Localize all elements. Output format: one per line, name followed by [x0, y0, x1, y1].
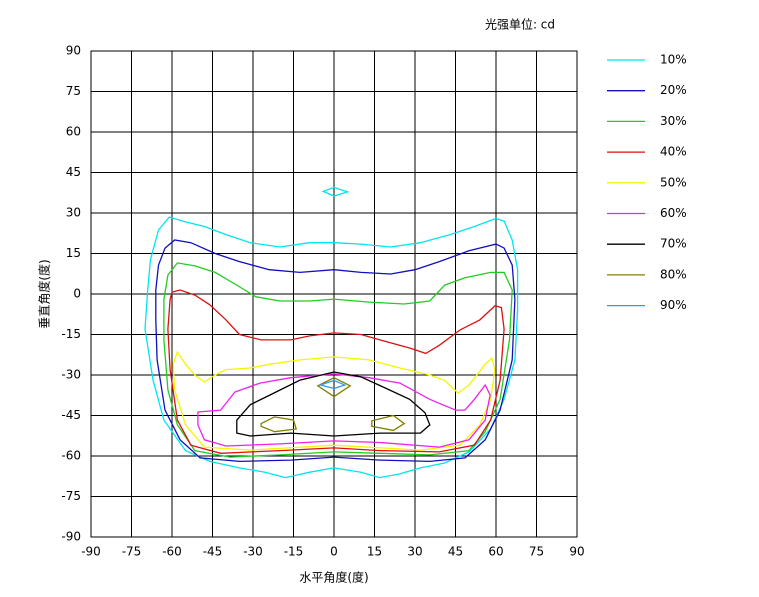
y-tick-label: 45: [66, 165, 81, 179]
x-tick-label: -60: [162, 545, 182, 559]
y-tick-label: 30: [66, 206, 81, 220]
y-tick-label: 15: [66, 246, 81, 260]
chart-title: 光强单位: cd: [485, 17, 555, 32]
contour-line: [197, 373, 491, 448]
plot-frame: [90, 50, 578, 538]
legend-label: 80%: [660, 267, 687, 281]
x-tick-label: 30: [407, 545, 422, 559]
x-tick-label: 15: [367, 545, 382, 559]
x-tick-label: -75: [122, 545, 142, 559]
legend-label: 10%: [660, 53, 687, 67]
x-tick-label: 60: [488, 545, 503, 559]
legend-label: 60%: [660, 206, 687, 220]
x-tick-label: 75: [529, 545, 544, 559]
legend-label: 90%: [660, 298, 687, 312]
x-tick-label: -45: [203, 545, 223, 559]
x-tick-label: 90: [569, 545, 584, 559]
y-tick-label: -75: [61, 489, 81, 503]
y-tick-label: 60: [66, 125, 81, 139]
y-tick-label: 90: [66, 44, 81, 58]
legend-label: 20%: [660, 83, 687, 97]
x-tick-label: -30: [243, 545, 263, 559]
contour-line: [172, 350, 496, 451]
x-tick-label: -90: [81, 545, 101, 559]
x-axis-label: 水平角度(度): [299, 570, 368, 585]
contour-line: [163, 262, 513, 458]
contour-line: [155, 239, 516, 463]
y-tick-label: 0: [73, 287, 81, 301]
contour-line: [236, 371, 431, 437]
y-tick-label: 75: [66, 84, 81, 98]
x-tick-label: -15: [284, 545, 304, 559]
contour-line: [260, 376, 406, 433]
y-tick-label: -15: [61, 327, 81, 341]
x-tick-label: 45: [448, 545, 463, 559]
legend-label: 30%: [660, 114, 687, 128]
legend-label: 70%: [660, 237, 687, 251]
y-tick-label: -30: [61, 368, 81, 382]
contour-line: [318, 379, 347, 390]
contour-line: [144, 186, 519, 479]
y-tick-label: -45: [61, 408, 81, 422]
contour-line: [167, 289, 505, 454]
y-tick-label: -60: [61, 449, 81, 463]
legend-label: 40%: [660, 145, 687, 159]
y-axis-label: 垂直角度(度): [37, 259, 52, 328]
legend-label: 50%: [660, 175, 687, 189]
y-tick-label: -90: [61, 530, 81, 544]
x-tick-label: 0: [330, 545, 338, 559]
